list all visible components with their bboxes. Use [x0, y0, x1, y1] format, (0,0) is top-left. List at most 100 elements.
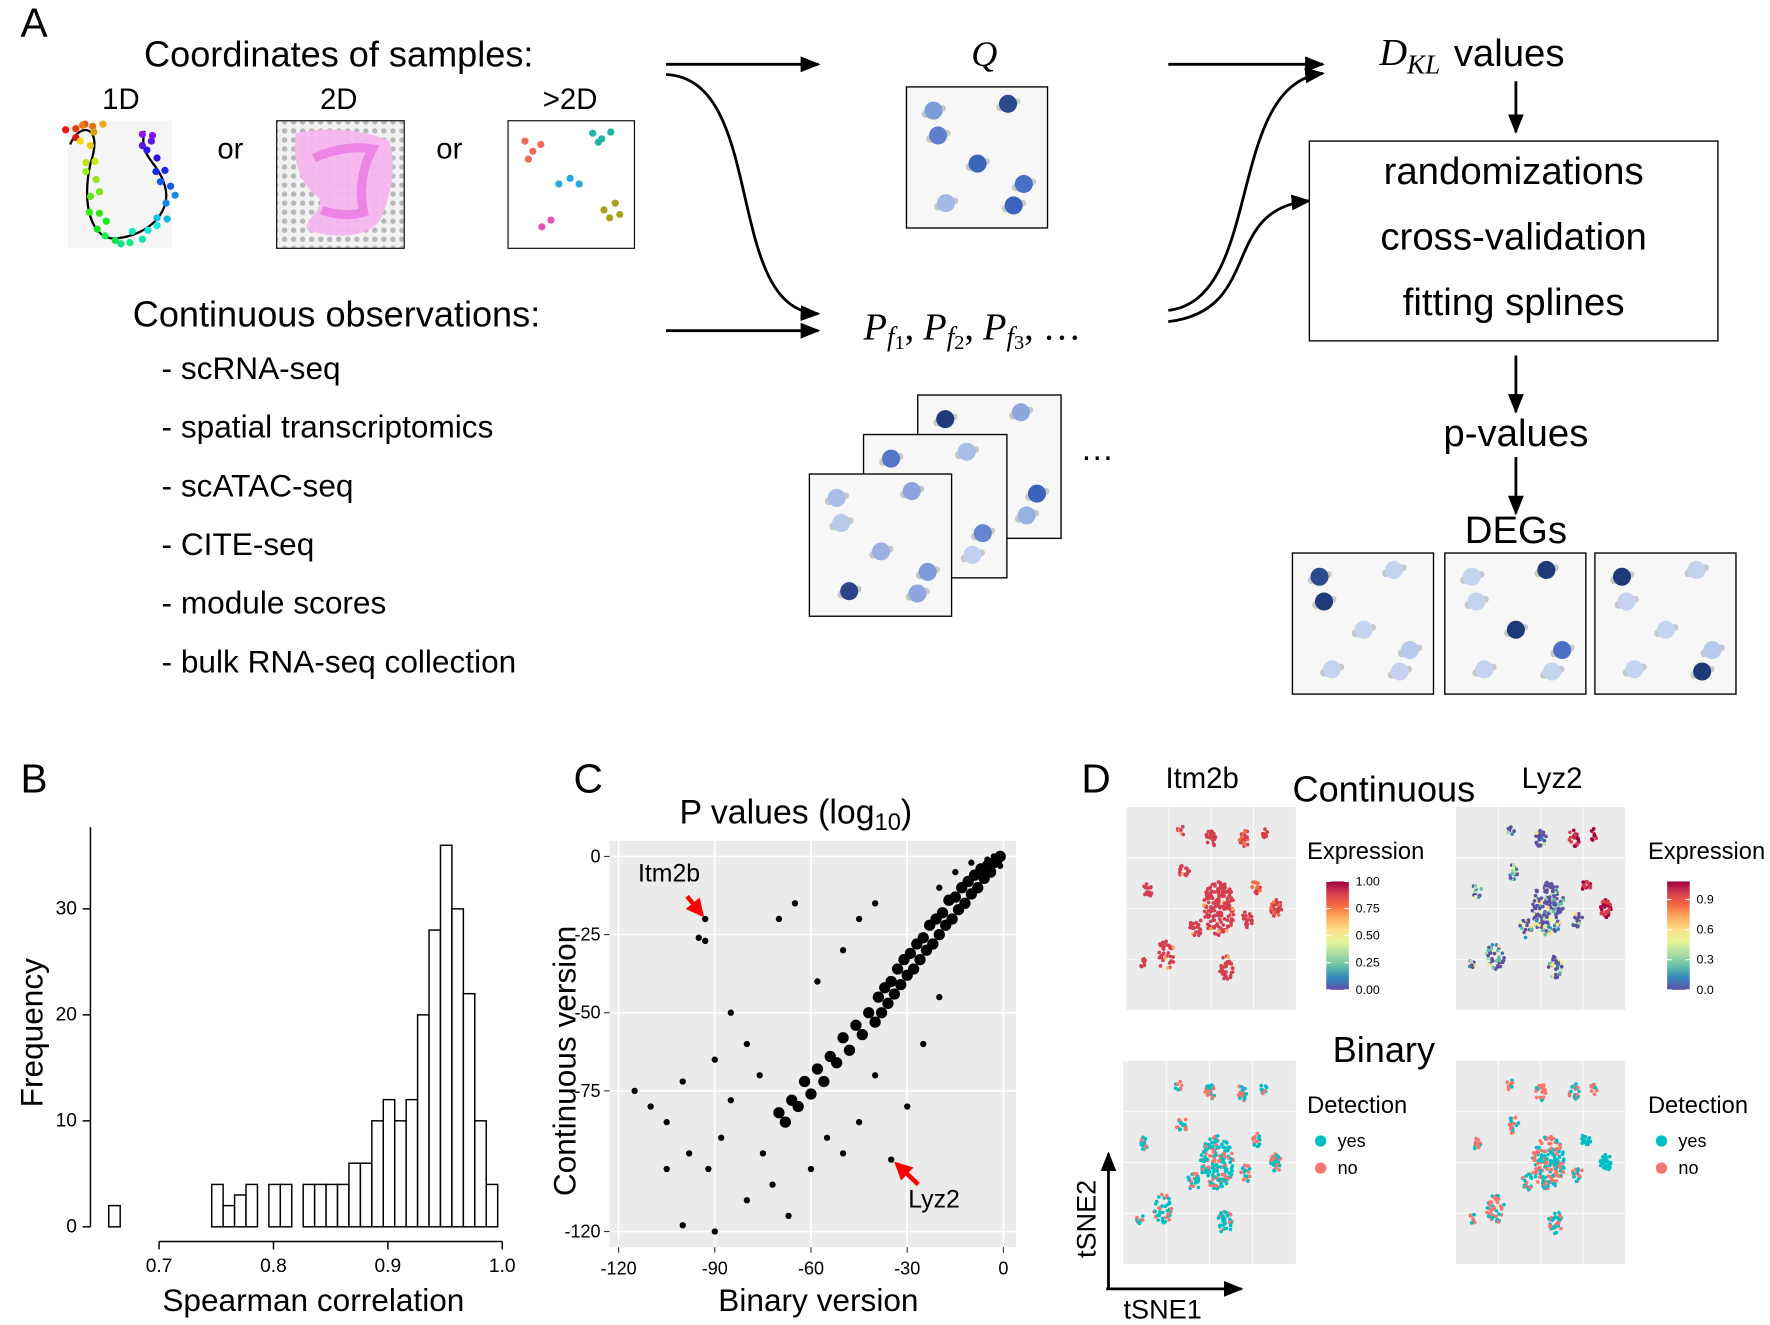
cell — [1586, 1142, 1590, 1147]
cell — [1191, 1184, 1196, 1189]
spot — [1537, 560, 1556, 579]
cell — [1200, 1170, 1204, 1175]
bar — [371, 1120, 385, 1228]
sample-dot — [555, 180, 563, 188]
cell — [1221, 1159, 1226, 1163]
cell — [1219, 963, 1223, 968]
cell — [1471, 1217, 1475, 1221]
cell — [1224, 928, 1229, 933]
x-axis-label: Binary version — [718, 1282, 918, 1318]
cell — [1229, 1157, 1233, 1161]
cell — [1576, 1085, 1580, 1090]
cell — [1604, 910, 1609, 915]
cell — [1196, 1179, 1200, 1184]
cell — [1247, 1166, 1252, 1171]
annotation-arrow — [685, 894, 705, 918]
cell — [1553, 1156, 1557, 1161]
cell — [1250, 885, 1254, 890]
sample-dot — [153, 214, 161, 222]
cell — [1539, 1158, 1543, 1163]
cell — [1552, 1216, 1556, 1221]
cell — [1522, 930, 1526, 935]
cell — [1198, 918, 1203, 923]
cell — [1560, 1152, 1565, 1157]
cell — [1228, 1217, 1232, 1222]
cell — [1203, 1155, 1207, 1159]
cell — [1521, 1175, 1526, 1180]
title-sub: 10 — [875, 810, 901, 836]
cell — [1601, 1165, 1606, 1170]
cell — [1534, 831, 1539, 835]
cell — [1273, 1159, 1278, 1164]
cell — [1497, 955, 1501, 959]
cell — [1495, 964, 1500, 968]
x-tick-label: 0.7 — [146, 1256, 173, 1277]
cell — [1160, 1204, 1164, 1208]
cell — [1199, 1153, 1204, 1157]
cell — [1214, 1163, 1218, 1168]
cell — [1505, 1080, 1510, 1084]
cell — [1555, 885, 1559, 889]
cell — [1177, 1117, 1181, 1122]
cell — [1491, 965, 1496, 970]
cell — [1203, 1147, 1208, 1152]
cell — [1531, 902, 1535, 907]
sample-dot — [161, 166, 169, 175]
cell — [1226, 924, 1231, 929]
cell — [1224, 1181, 1229, 1186]
cell — [1189, 923, 1193, 927]
sample-dot — [606, 214, 614, 222]
x-tick-label: -60 — [798, 1259, 824, 1279]
cell — [1512, 1121, 1517, 1126]
cell — [1207, 893, 1212, 898]
bar — [348, 1162, 362, 1228]
cell — [1559, 964, 1564, 969]
point — [631, 1087, 638, 1095]
cell — [1608, 1160, 1613, 1165]
spot — [827, 488, 846, 507]
cell — [1228, 1160, 1233, 1165]
cell — [1513, 1115, 1518, 1120]
cell — [1485, 1210, 1489, 1215]
legend-label: yes — [1338, 1131, 1366, 1151]
cell — [1224, 970, 1228, 974]
point — [818, 1075, 830, 1088]
cell — [1223, 1168, 1228, 1173]
cell — [1202, 1150, 1206, 1154]
cell — [1543, 1161, 1548, 1166]
cell — [1582, 1138, 1586, 1142]
cell — [1557, 1147, 1562, 1151]
colorbar-label: 0.00 — [1356, 983, 1380, 997]
point — [940, 919, 952, 931]
cell — [1272, 1168, 1276, 1173]
point — [685, 1150, 693, 1157]
cell — [1211, 914, 1215, 919]
point — [756, 1072, 763, 1079]
point — [901, 969, 913, 981]
cell — [1221, 1172, 1225, 1177]
cell — [1577, 911, 1581, 916]
tsne-label: tSNE1 — [1124, 1294, 1202, 1325]
bar — [474, 1120, 487, 1228]
cell — [1180, 872, 1184, 876]
cell — [1142, 960, 1147, 965]
cell — [1156, 1195, 1161, 1199]
cell — [1183, 1117, 1188, 1122]
section-title: Continuous — [1293, 768, 1476, 809]
cell — [1262, 1088, 1267, 1093]
cell — [1538, 1138, 1542, 1143]
cell — [1186, 1175, 1191, 1179]
cell — [1523, 1178, 1527, 1183]
cell — [1242, 840, 1246, 845]
point — [705, 1165, 712, 1173]
point — [898, 953, 910, 966]
cell — [1165, 943, 1169, 947]
cell — [1580, 1133, 1585, 1138]
p-ellipsis: … — [1043, 306, 1081, 348]
cell — [1528, 924, 1533, 929]
cell — [1474, 1136, 1478, 1141]
cell — [1139, 964, 1143, 968]
cell — [1205, 1084, 1209, 1088]
dkl-sub: KL — [1406, 49, 1440, 79]
cell — [1156, 1218, 1160, 1222]
